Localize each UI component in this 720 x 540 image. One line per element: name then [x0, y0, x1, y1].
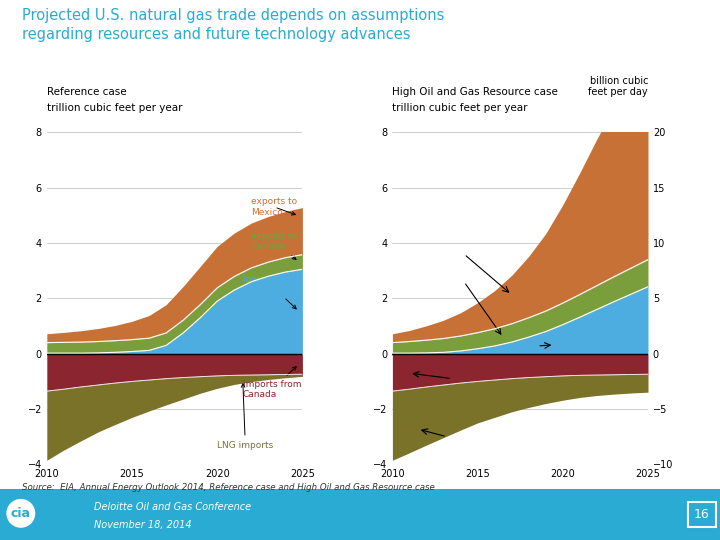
Text: Deloitte Oil and Gas Conference: Deloitte Oil and Gas Conference — [94, 502, 251, 512]
Text: High Oil and Gas Resource case: High Oil and Gas Resource case — [392, 87, 558, 97]
Text: lower 48
LNG exports: lower 48 LNG exports — [243, 275, 299, 309]
Text: imports from
Canada: imports from Canada — [243, 367, 301, 400]
Text: Projected U.S. natural gas trade depends on assumptions
regarding resources and : Projected U.S. natural gas trade depends… — [22, 8, 444, 42]
Text: billion cubic
feet per day: billion cubic feet per day — [588, 76, 648, 97]
Text: November 18, 2014: November 18, 2014 — [94, 519, 192, 530]
Text: LNG imports: LNG imports — [217, 384, 274, 449]
Text: cia: cia — [11, 507, 31, 520]
Text: 16: 16 — [694, 508, 710, 521]
Text: trillion cubic feet per year: trillion cubic feet per year — [392, 103, 528, 113]
Text: Source:  EIA, Annual Energy Outlook 2014, Reference case and High Oil and Gas Re: Source: EIA, Annual Energy Outlook 2014,… — [22, 483, 434, 492]
Text: exports to
Canada: exports to Canada — [251, 232, 297, 260]
Text: trillion cubic feet per year: trillion cubic feet per year — [47, 103, 182, 113]
Text: Reference case: Reference case — [47, 87, 127, 97]
Text: exports to
Mexico: exports to Mexico — [251, 197, 297, 217]
